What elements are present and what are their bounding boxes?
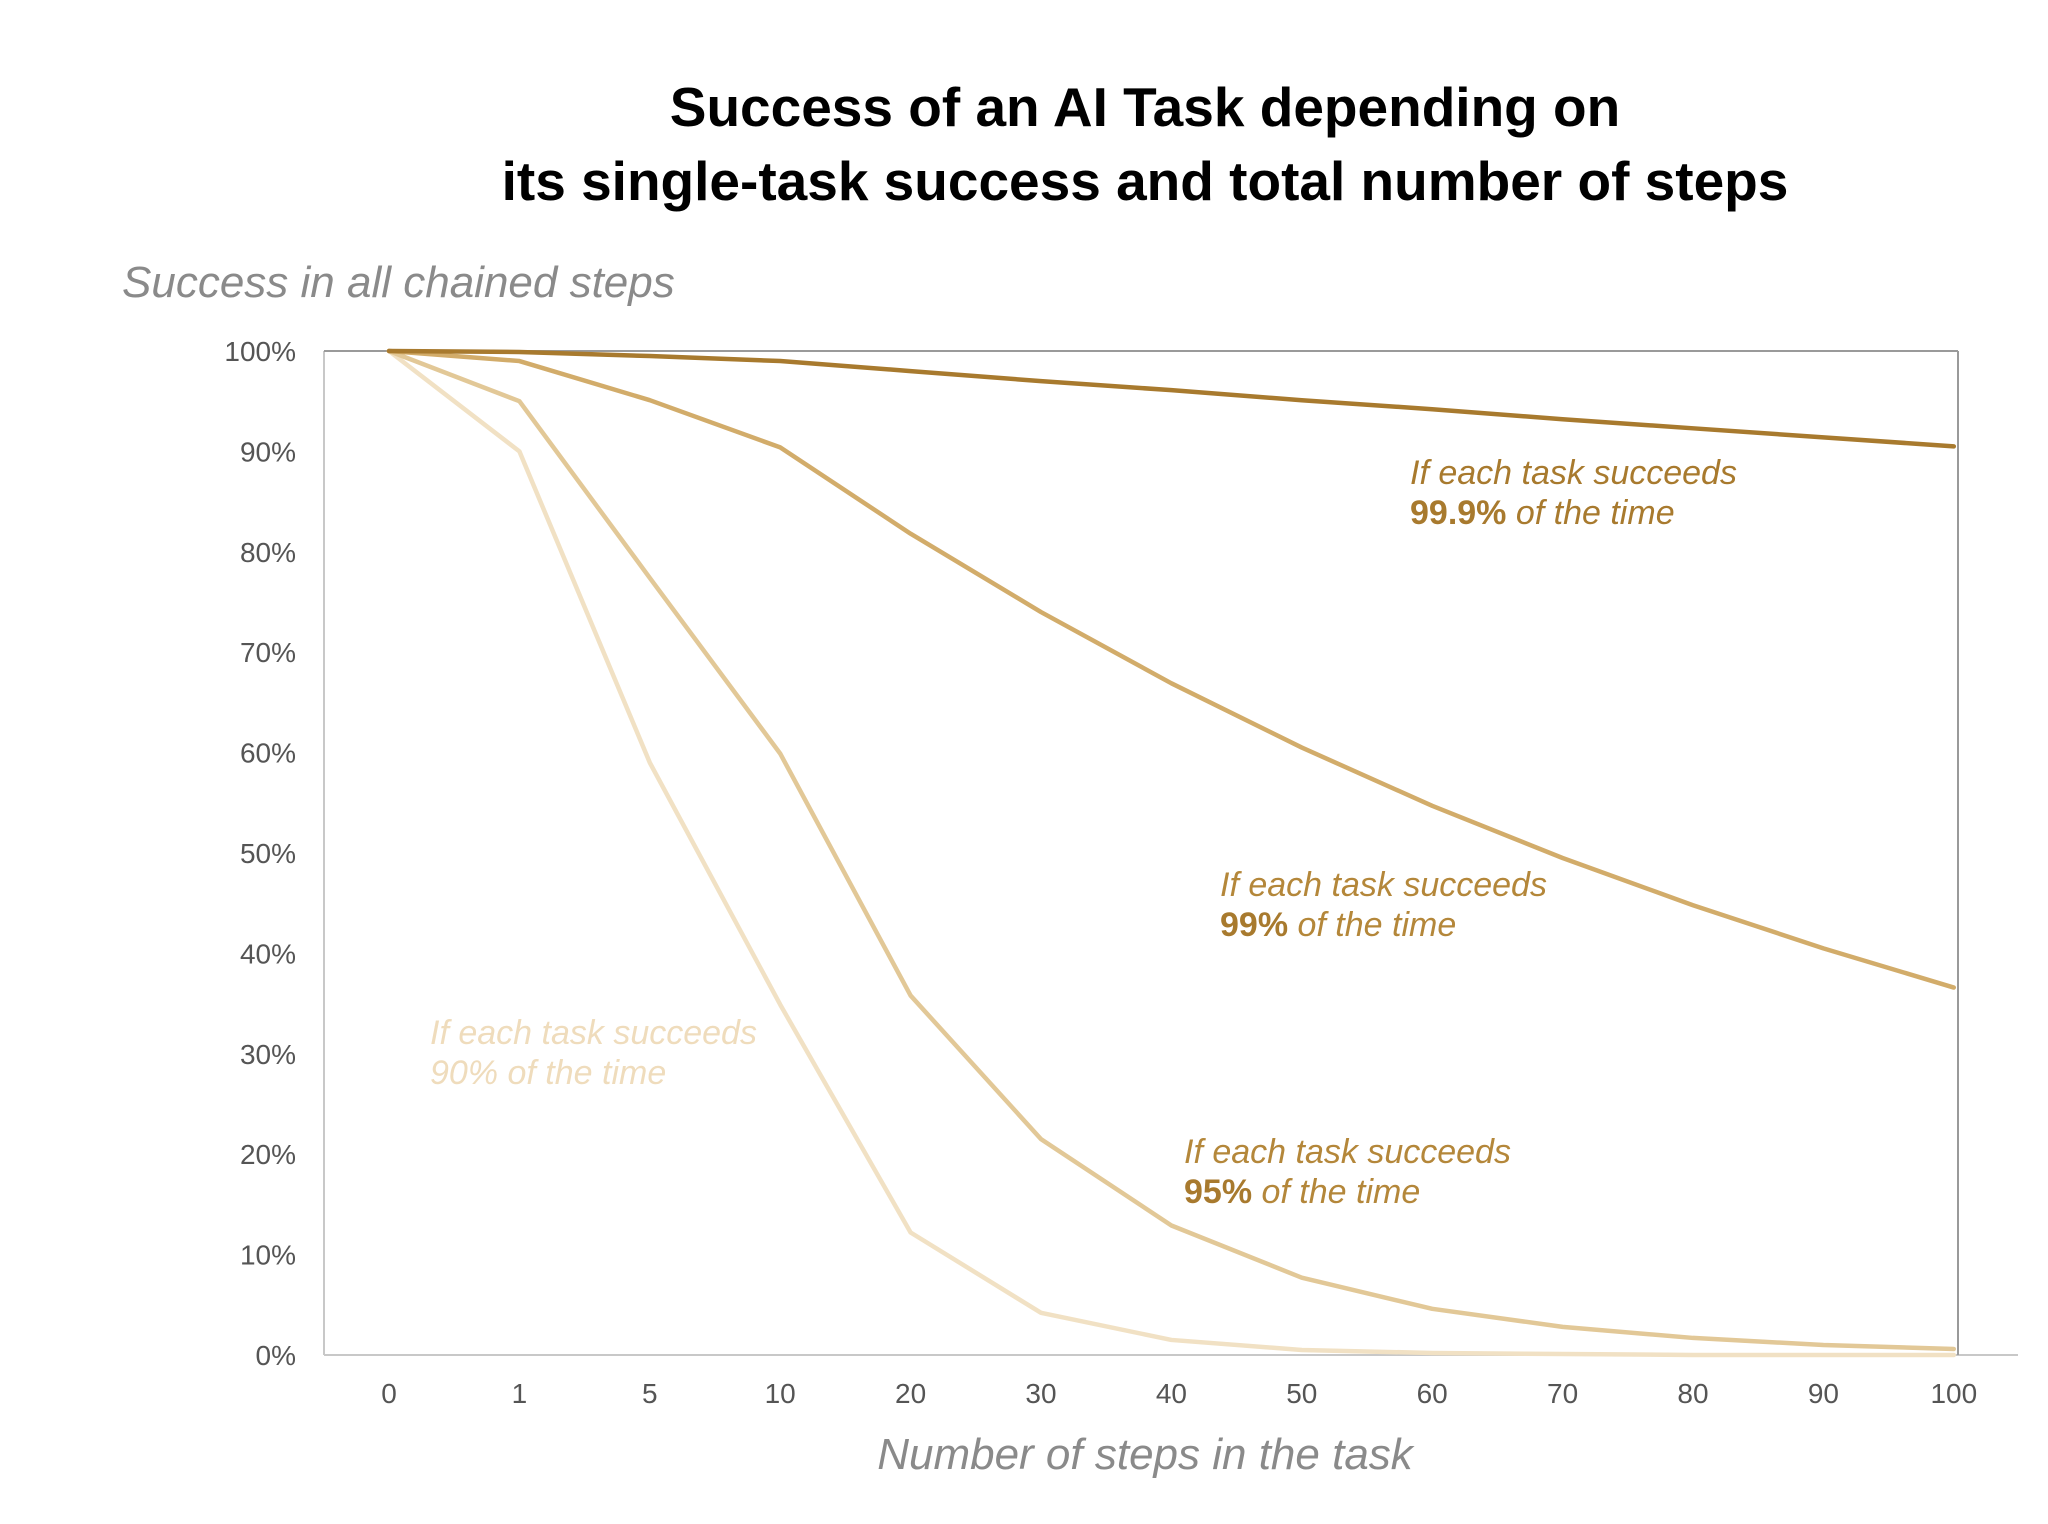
annotation-rest: of the time [1252, 1173, 1421, 1211]
annotation-bold: 99.9% [1410, 494, 1507, 532]
annotation-line1: If each task succeeds [1410, 454, 1737, 492]
series-line [386, 348, 1957, 990]
y-tick-label: 20% [240, 1139, 296, 1170]
y-tick-labels: 0% 10% 20% 30% 40% 50% 60% 70% 80% 90% 100% [224, 336, 296, 1371]
x-axis-label: Number of steps in the task [877, 1430, 1413, 1479]
x-tick-label: 50 [1286, 1378, 1317, 1409]
series-line [386, 348, 1957, 1358]
series-line [386, 348, 1957, 1352]
annotation-bold: 95% [1184, 1173, 1253, 1211]
series-lines [386, 348, 1957, 1358]
x-tick-label: 80 [1677, 1378, 1708, 1409]
x-tick-label: 60 [1417, 1378, 1448, 1409]
annotation-99-9: If each task succeeds 99.9% of the time [1410, 453, 1737, 533]
annotation-line1: If each task succeeds [1184, 1133, 1511, 1171]
annotation-99: If each task succeeds 99% of the time [1220, 865, 1547, 945]
x-tick-label: 5 [642, 1378, 658, 1409]
chart-title-line2: its single-task success and total number… [501, 150, 1789, 212]
x-tick-label: 90 [1808, 1378, 1839, 1409]
chart-axes [323, 350, 2018, 1356]
y-tick-label: 40% [240, 938, 296, 969]
y-tick-label: 100% [224, 336, 296, 367]
x-tick-label: 30 [1025, 1378, 1056, 1409]
x-tick-label: 20 [895, 1378, 926, 1409]
annotation-rest: of the time [1506, 494, 1675, 532]
y-tick-label: 30% [240, 1039, 296, 1070]
chart-title-line1: Success of an AI Task depending on [669, 76, 1621, 138]
x-tick-labels: 0 1 5 10 20 30 40 50 60 70 80 90 100 [381, 1378, 1977, 1409]
annotation-line1: If each task succeeds [430, 1014, 757, 1052]
annotation-95: If each task succeeds 95% of the time [1184, 1132, 1511, 1212]
annotation-line1: If each task succeeds [1220, 866, 1547, 904]
y-tick-label: 10% [240, 1240, 296, 1271]
x-tick-label: 0 [381, 1378, 397, 1409]
y-tick-label: 0% [256, 1340, 296, 1371]
annotation-bold: 99% [1220, 906, 1289, 944]
y-tick-label: 50% [240, 838, 296, 869]
y-axis-label: Success in all chained steps [122, 258, 675, 307]
annotation-90: If each task succeeds 90% of the time [430, 1013, 757, 1093]
annotation-rest: 90% of the time [430, 1054, 667, 1092]
x-tick-label: 40 [1156, 1378, 1187, 1409]
x-tick-label: 70 [1547, 1378, 1578, 1409]
x-tick-label: 1 [512, 1378, 528, 1409]
chart-title: Success of an AI Task depending on its s… [0, 70, 2048, 218]
x-tick-label: 100 [1930, 1378, 1977, 1409]
y-tick-label: 70% [240, 637, 296, 668]
y-tick-label: 90% [240, 436, 296, 467]
series-line [386, 348, 1957, 449]
x-tick-label: 10 [765, 1378, 796, 1409]
y-tick-label: 60% [240, 738, 296, 769]
annotation-rest: of the time [1288, 906, 1457, 944]
y-tick-label: 80% [240, 537, 296, 568]
